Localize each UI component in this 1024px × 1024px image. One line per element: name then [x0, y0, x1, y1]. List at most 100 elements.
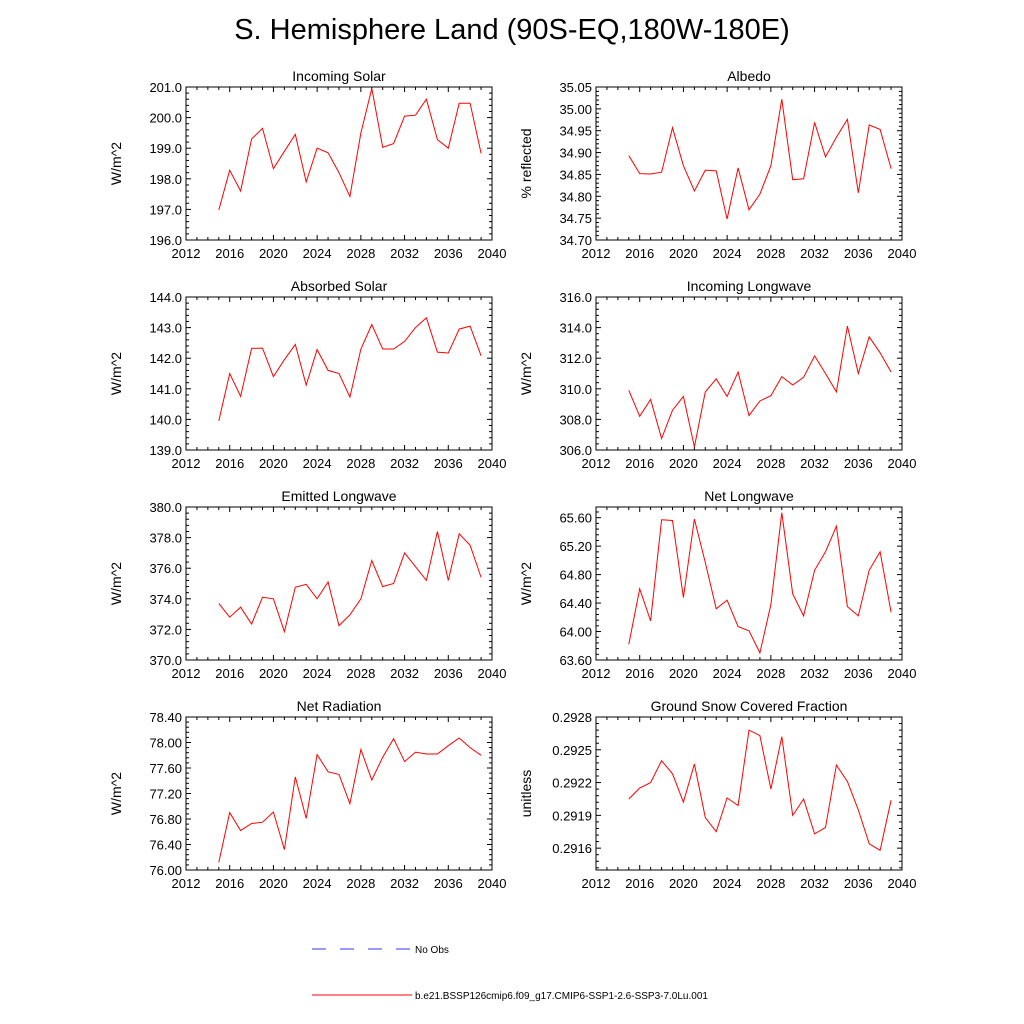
y-tick-label: 141.0 — [149, 382, 182, 397]
y-axis-label: W/m^2 — [108, 142, 124, 185]
y-tick-label: 308.0 — [559, 412, 592, 427]
x-tick-label: 2032 — [800, 876, 829, 891]
y-tick-label: 0.2922 — [552, 776, 592, 791]
y-tick-label: 76.40 — [149, 838, 182, 853]
x-tick-label: 2012 — [172, 246, 201, 261]
y-tick-label: 77.20 — [149, 787, 182, 802]
x-tick-label: 2024 — [303, 456, 332, 471]
y-tick-label: 78.40 — [149, 710, 182, 725]
x-tick-label: 2024 — [713, 876, 742, 891]
x-tick-label: 2020 — [259, 666, 288, 681]
y-tick-label: 372.0 — [149, 622, 182, 637]
chart-panel-1: Incoming Solar W/m^2 2012 2016 2020 2024 2028 2… — [108, 68, 506, 261]
series-line — [218, 316, 482, 422]
y-tick-label: 143.0 — [149, 321, 182, 336]
x-tick-label: 2024 — [303, 876, 332, 891]
x-tick-label: 2040 — [478, 246, 507, 261]
x-tick-label: 2012 — [172, 456, 201, 471]
y-tick-label: 312.0 — [559, 351, 592, 366]
plot-frame — [185, 716, 493, 871]
x-tick-label: 2012 — [582, 876, 611, 891]
y-tick-label: 370.0 — [149, 653, 182, 668]
x-tick-label: 2040 — [478, 456, 507, 471]
x-tick-label: 2028 — [756, 246, 785, 261]
y-tick-label: 64.80 — [559, 568, 592, 583]
series-line — [628, 325, 892, 448]
chart-panel-2: Albedo % reflected 2012 2016 2020 2024 2028 203… — [518, 68, 916, 261]
y-tick-label: 199.0 — [149, 141, 182, 156]
series-line — [218, 88, 482, 211]
y-tick-label: 316.0 — [559, 290, 592, 305]
y-tick-label: 197.0 — [149, 202, 182, 217]
y-tick-label: 314.0 — [559, 321, 592, 336]
x-tick-label: 2024 — [303, 666, 332, 681]
y-axis-label: W/m^2 — [108, 562, 124, 605]
x-tick-label: 2028 — [346, 666, 375, 681]
y-tick-label: 76.80 — [149, 812, 182, 827]
x-tick-label: 2020 — [259, 246, 288, 261]
x-tick-label: 2024 — [713, 666, 742, 681]
x-tick-label: 2036 — [434, 876, 463, 891]
y-tick-label: 64.00 — [559, 625, 592, 640]
x-tick-label: 2028 — [346, 876, 375, 891]
y-axis-label: % reflected — [518, 128, 534, 198]
y-tick-label: 0.2928 — [552, 710, 592, 725]
series-line — [628, 729, 892, 852]
y-tick-label: 380.0 — [149, 500, 182, 515]
y-tick-label: 65.60 — [559, 511, 592, 526]
x-tick-label: 2012 — [582, 246, 611, 261]
x-tick-label: 2032 — [390, 456, 419, 471]
y-tick-label: 0.2919 — [552, 808, 592, 823]
chart-panel-8: Ground Snow Covered Fraction unitless 2012… — [518, 698, 916, 891]
y-tick-label: 34.75 — [559, 211, 592, 226]
y-tick-label: 34.90 — [559, 146, 592, 161]
y-tick-label: 35.00 — [559, 102, 592, 117]
x-tick-label: 2012 — [172, 666, 201, 681]
panel-title: Net Radiation — [297, 698, 382, 714]
x-tick-label: 2040 — [888, 456, 917, 471]
y-tick-label: 142.0 — [149, 351, 182, 366]
chart-panel-6: Net Longwave W/m^2 2012 2016 2020 2024 2028 203… — [518, 488, 916, 681]
series-line — [628, 512, 892, 655]
x-tick-label: 2028 — [756, 456, 785, 471]
x-tick-label: 2036 — [844, 456, 873, 471]
y-tick-label: 76.00 — [149, 863, 182, 878]
y-tick-label: 34.95 — [559, 124, 592, 139]
y-tick-label: 139.0 — [149, 443, 182, 458]
x-tick-label: 2028 — [756, 876, 785, 891]
y-tick-label: 64.40 — [559, 596, 592, 611]
plot-frame — [185, 506, 493, 661]
panel-title: Incoming Solar — [292, 68, 386, 84]
series-line — [218, 737, 482, 863]
x-tick-label: 2040 — [478, 666, 507, 681]
x-tick-label: 2040 — [478, 876, 507, 891]
y-tick-label: 34.70 — [559, 233, 592, 248]
y-tick-label: 34.80 — [559, 189, 592, 204]
x-tick-label: 2024 — [713, 246, 742, 261]
y-tick-label: 0.2916 — [552, 841, 592, 856]
x-tick-label: 2032 — [390, 246, 419, 261]
x-tick-label: 2036 — [844, 876, 873, 891]
panel-title: Albedo — [727, 68, 771, 84]
y-tick-label: 378.0 — [149, 531, 182, 546]
x-tick-label: 2024 — [303, 246, 332, 261]
panel-title: Absorbed Solar — [291, 278, 388, 294]
y-tick-label: 144.0 — [149, 290, 182, 305]
x-tick-label: 2032 — [800, 456, 829, 471]
y-tick-label: 310.0 — [559, 382, 592, 397]
x-tick-label: 2036 — [844, 666, 873, 681]
x-tick-label: 2036 — [844, 246, 873, 261]
x-tick-label: 2036 — [434, 666, 463, 681]
y-axis-label: W/m^2 — [518, 352, 534, 395]
x-tick-label: 2016 — [625, 876, 654, 891]
x-tick-label: 2016 — [215, 666, 244, 681]
series-line — [628, 99, 892, 220]
x-tick-label: 2020 — [669, 456, 698, 471]
x-tick-label: 2012 — [582, 456, 611, 471]
y-tick-label: 63.60 — [559, 653, 592, 668]
y-tick-label: 65.20 — [559, 539, 592, 554]
x-tick-label: 2016 — [215, 246, 244, 261]
x-tick-label: 2016 — [625, 666, 654, 681]
chart-panel-7: Net Radiation W/m^2 2012 2016 2020 2024 2028 20… — [108, 698, 506, 891]
